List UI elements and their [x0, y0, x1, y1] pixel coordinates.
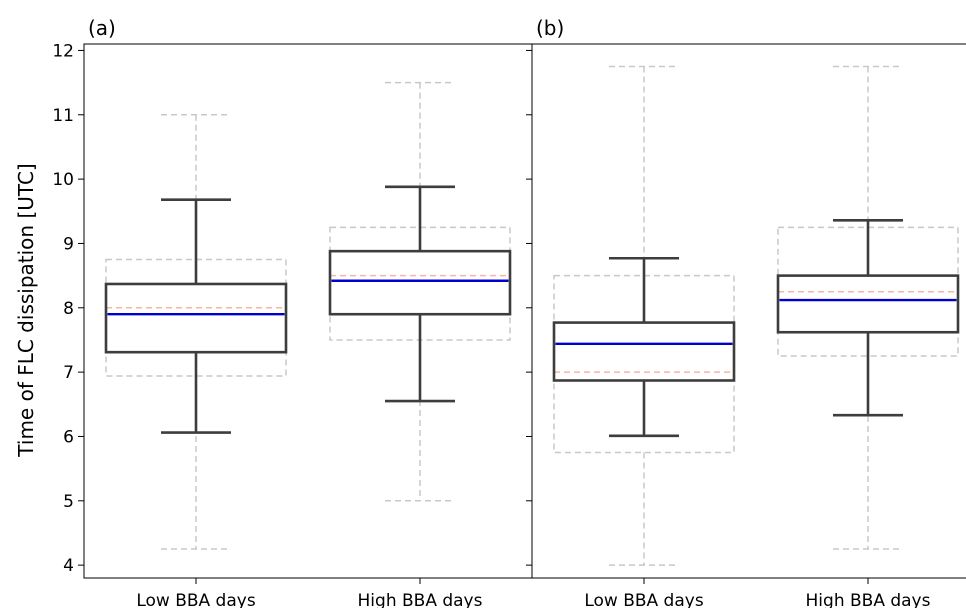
panel-b-marks: [552, 65, 960, 566]
panel-a-high-bba-x-tick-label: High BBA days: [358, 591, 483, 608]
y-axis-label: Time of FLC dissipation [UTC]: [14, 163, 38, 457]
panel-b-frame: [531, 43, 966, 579]
panel-a-high-bba-box: [328, 249, 512, 316]
panel-b-ticks: Low BBA days High BBA days: [526, 49, 931, 608]
panel-a-y-tick-label-12: 12: [52, 41, 74, 61]
panel-a-y-tick-label-7: 7: [63, 363, 74, 383]
panel-a-y-tick-label-4: 4: [63, 556, 74, 576]
panel-b-high-bba-box: [776, 274, 960, 334]
panel-a-y-tick-label-10: 10: [52, 170, 74, 190]
panel-a-marks: [104, 81, 512, 550]
panel-a-y-tick-label-5: 5: [63, 492, 74, 512]
panel-b-low-bba-box: [552, 321, 736, 382]
panel-a-low-bba-x-tick-label: Low BBA days: [136, 591, 256, 608]
panel-a-y-tick-label-11: 11: [52, 106, 74, 126]
panel-a-y-tick-label-9: 9: [63, 234, 74, 254]
panel-b-label: (b): [536, 16, 564, 40]
panel-a-label: (a): [88, 16, 116, 40]
panel-a: (a) Low BBA days High BBA days 4 5 6 7 8 9 10 11 1…: [52, 16, 533, 608]
panel-b: (b) Low BBA days High BBA days: [526, 16, 966, 608]
panel-a-frame: [83, 43, 533, 579]
panel-b-high-bba-x-tick-label: High BBA days: [806, 591, 931, 608]
panel-b-low-bba-x-tick-label: Low BBA days: [584, 591, 704, 608]
panel-a-ticks: Low BBA days High BBA days 4 5 6 7 8 9 10 11 12: [52, 41, 482, 608]
panel-a-low-bba-box: [104, 282, 288, 354]
panel-a-y-tick-label-6: 6: [63, 427, 74, 447]
panel-a-y-tick-label-8: 8: [63, 299, 74, 319]
